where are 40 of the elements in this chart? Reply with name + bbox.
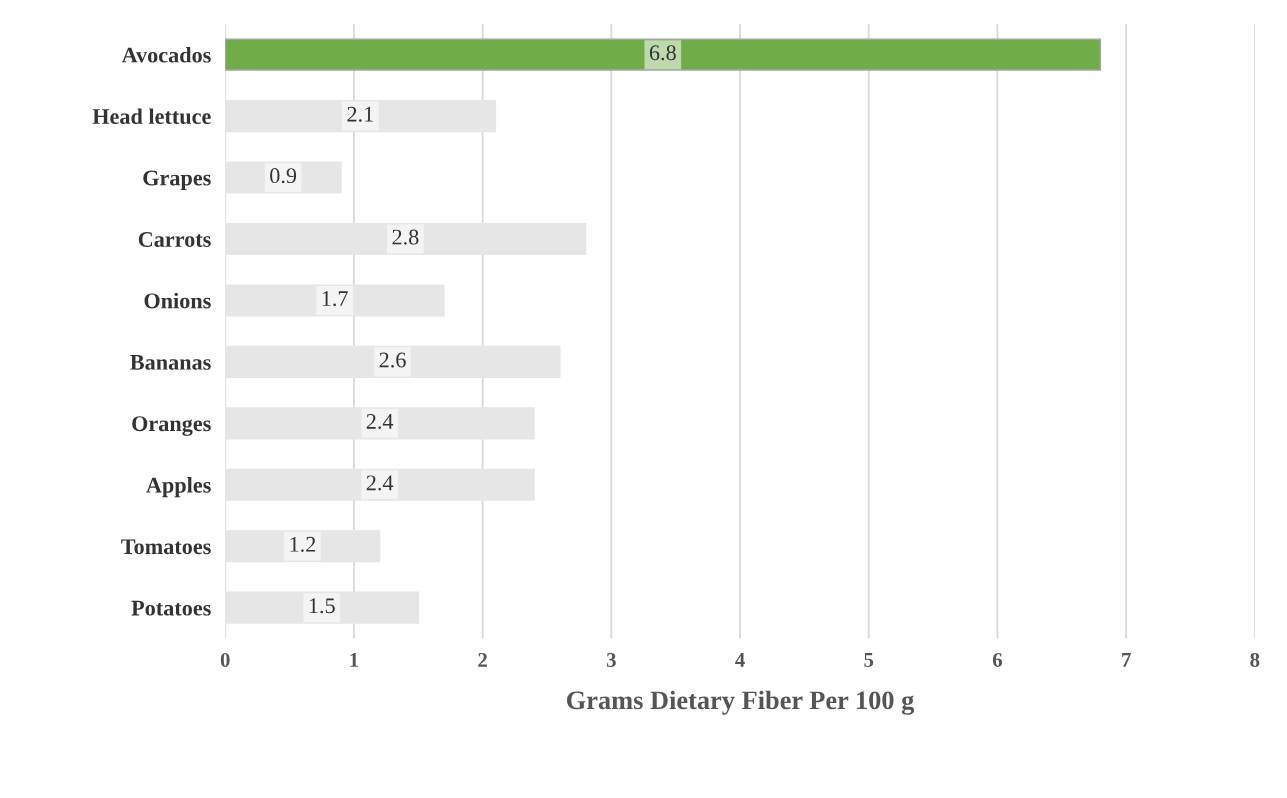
x-tick-label: 0 — [220, 652, 230, 667]
data-label: 2.4 — [366, 475, 394, 491]
y-tick-label: Potatoes — [131, 600, 211, 616]
x-tick-label: 6 — [992, 652, 1003, 667]
bar — [225, 38, 1102, 71]
data-label: 2.6 — [379, 352, 406, 368]
x-tick-label: 1 — [350, 652, 359, 667]
y-tick-label: Bananas — [130, 355, 211, 370]
bar — [225, 161, 342, 194]
data-label: 1.7 — [322, 291, 348, 307]
data-label: 1.5 — [309, 598, 335, 614]
bar — [225, 530, 381, 563]
x-tick-label: 4 — [735, 653, 745, 667]
y-tick-label: Grapes — [143, 170, 211, 190]
x-tick-label: 7 — [1122, 653, 1131, 667]
y-tick-label: Oranges — [132, 416, 211, 436]
bar — [225, 222, 587, 256]
bar — [225, 284, 445, 317]
data-label: 2.1 — [347, 106, 373, 122]
x-tick-label: 5 — [864, 653, 874, 667]
bar — [225, 345, 561, 378]
y-tick-label: Tomatoes — [121, 539, 211, 555]
x-axis-title: Grams Dietary Fiber Per 100 g — [567, 690, 915, 715]
data-label: 1.2 — [290, 536, 316, 552]
y-tick-label: Carrots — [138, 232, 211, 247]
bar — [225, 407, 535, 440]
bar — [225, 591, 419, 624]
y-tick-label: Onions — [144, 292, 211, 309]
data-label: 0.9 — [270, 168, 297, 184]
bar — [225, 100, 497, 133]
y-tick-label: Apples — [146, 477, 211, 498]
bar — [225, 468, 535, 501]
data-label: 2.8 — [392, 229, 419, 245]
data-label: 2.4 — [366, 413, 394, 429]
x-tick-label: 3 — [606, 652, 616, 667]
data-label: 6.8 — [649, 45, 676, 61]
y-tick-label: Avocados — [121, 46, 211, 63]
y-tick-label: Head lettuce — [92, 108, 211, 125]
x-tick-label: 8 — [1250, 652, 1260, 667]
x-tick-label: 2 — [478, 652, 487, 667]
